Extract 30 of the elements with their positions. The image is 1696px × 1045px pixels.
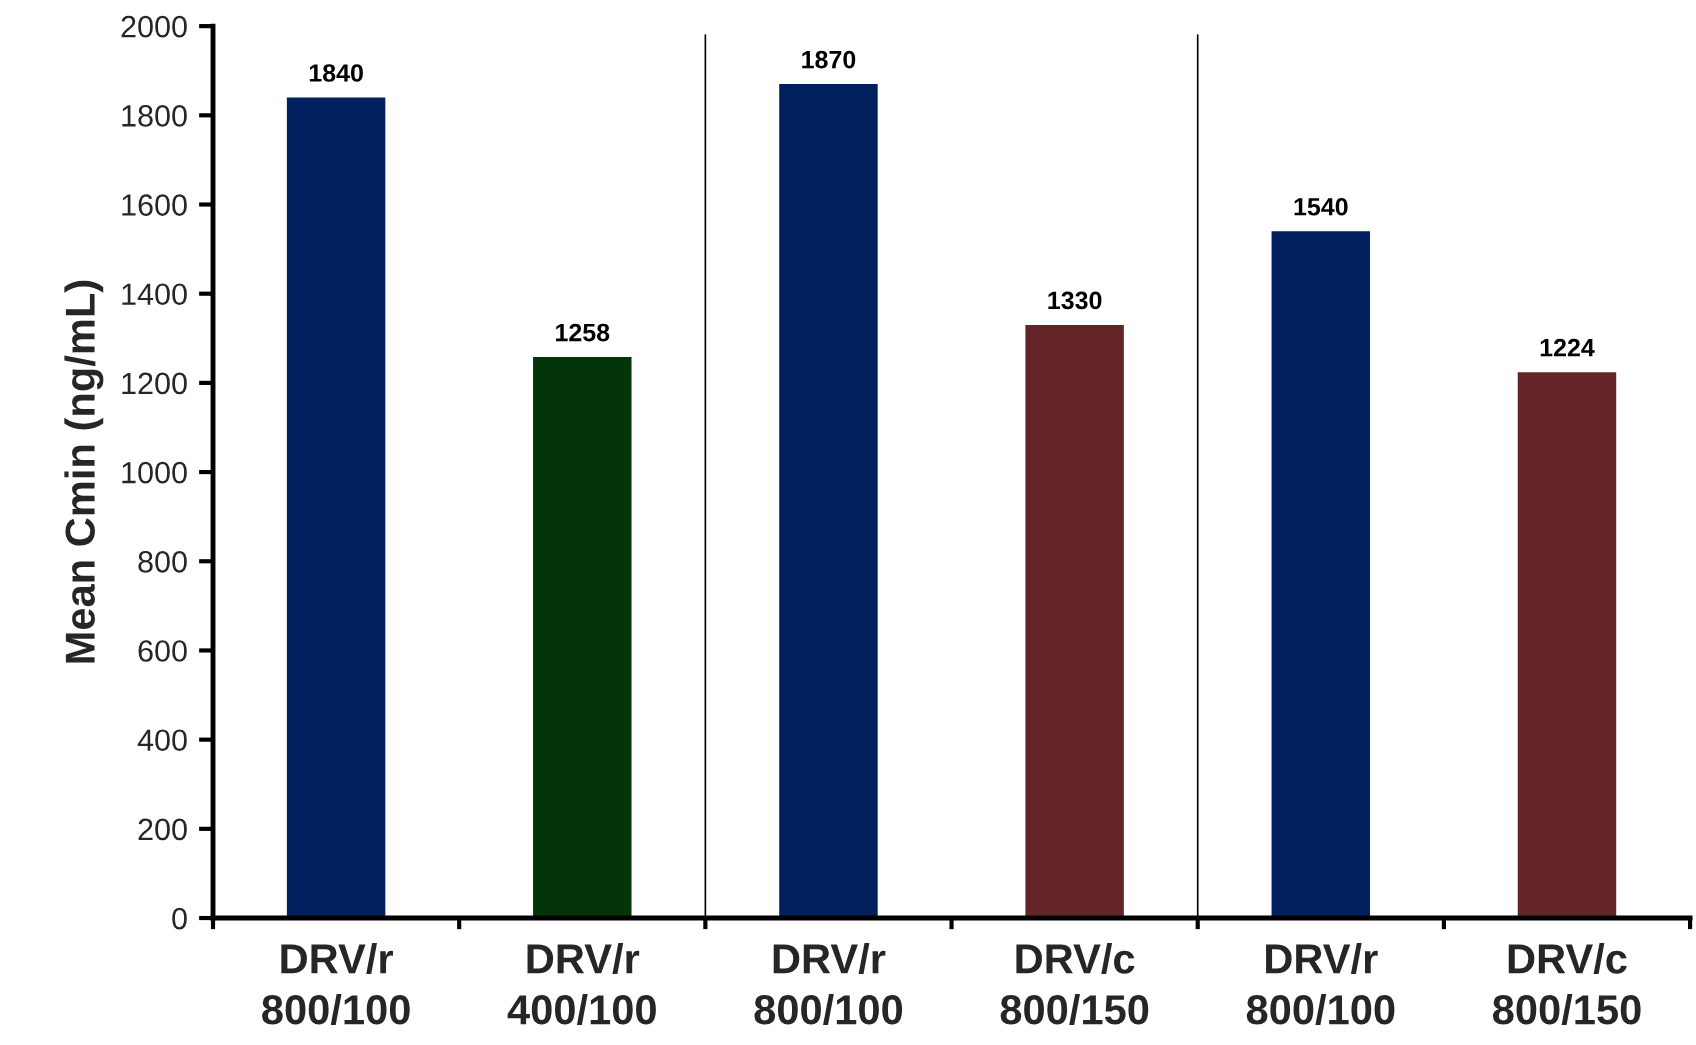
y-tick-label: 1600 (122, 194, 187, 216)
x-tick-label: DRV/c 800/150 (1493, 943, 1641, 1025)
data-label: 1840 (309, 64, 363, 82)
data-label: 1224 (1540, 338, 1595, 357)
bar (286, 97, 386, 919)
y-tick-label: 400 (137, 729, 187, 752)
bar (779, 84, 878, 919)
y-tick-label: 600 (138, 640, 187, 662)
y-tick-label: 2000 (121, 15, 187, 38)
x-tick-label: DRV/c 800/150 (1000, 943, 1149, 1025)
y-tick-label: 0 (172, 907, 187, 930)
x-tick-label: DRV/r 800/100 (754, 943, 903, 1025)
bar (1025, 324, 1124, 919)
bar (1271, 231, 1371, 919)
y-tick-label: 1400 (122, 283, 187, 306)
y-tick-label: 200 (138, 818, 187, 841)
x-tick-label: DRV/r 400/100 (507, 943, 656, 1025)
y-tick-label: 800 (138, 551, 187, 573)
y-tick-label: 1200 (122, 372, 187, 395)
data-label: 1870 (802, 50, 856, 69)
x-tick-label: DRV/r 800/100 (1246, 943, 1395, 1025)
data-label: 1330 (1048, 291, 1102, 310)
bar (533, 357, 632, 919)
y-tick-label: 1000 (122, 461, 187, 484)
y-axis-title: Mean Cmin (ng/mL) (64, 280, 104, 663)
data-label: 1540 (1294, 197, 1348, 216)
bar (1517, 372, 1617, 919)
data-label: 1258 (556, 323, 610, 342)
x-tick-label: DRV/r 800/100 (262, 943, 410, 1025)
y-tick-label: 1800 (122, 105, 187, 127)
